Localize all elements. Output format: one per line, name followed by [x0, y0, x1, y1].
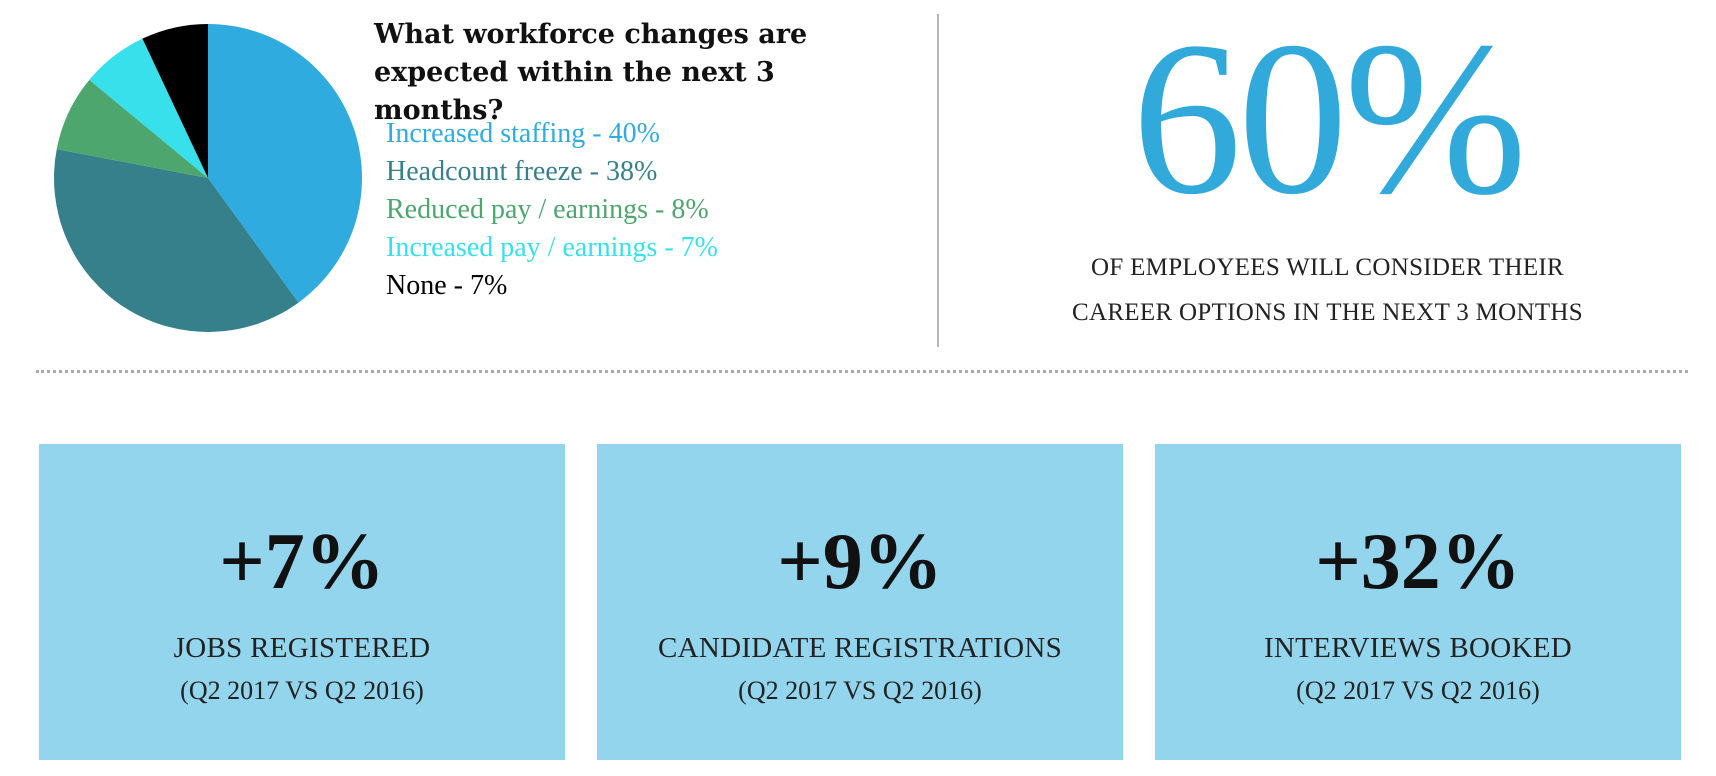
pie-chart	[53, 24, 362, 333]
vertical-divider	[937, 14, 939, 347]
legend-item-reduced-pay: Reduced pay / earnings - 8%	[386, 194, 709, 225]
stat-card-jobs-registered: +7% JOBS REGISTERED (Q2 2017 VS Q2 2016)	[39, 444, 565, 760]
legend-item-none: None - 7%	[386, 270, 508, 301]
card-value: +32%	[1315, 518, 1521, 606]
card-value: +9%	[777, 518, 943, 606]
headline-stat-caption: OF EMPLOYEES WILL CONSIDER THEIR CAREER …	[940, 245, 1715, 335]
card-label: INTERVIEWS BOOKED	[1263, 632, 1573, 664]
dotted-divider	[36, 370, 1688, 373]
card-period: (Q2 2017 VS Q2 2016)	[180, 676, 424, 705]
legend-item-increased-pay: Increased pay / earnings - 7%	[386, 232, 718, 263]
pie-slice-none	[142, 24, 208, 178]
card-value: +7%	[219, 518, 385, 606]
stat-card-interviews-booked: +32% INTERVIEWS BOOKED (Q2 2017 VS Q2 20…	[1155, 444, 1681, 760]
chart-question-title: What workforce changes are expected with…	[374, 19, 808, 126]
headline-stat-value: 60%	[1131, 0, 1527, 240]
card-period: (Q2 2017 VS Q2 2016)	[1296, 676, 1540, 705]
pie-slice-increased-staffing	[208, 24, 362, 303]
stat-card-candidate-registrations: +9% CANDIDATE REGISTRATIONS (Q2 2017 VS …	[597, 444, 1123, 760]
headline-caption-line2: CAREER OPTIONS IN THE NEXT 3 MONTHS	[1072, 299, 1583, 326]
headline-caption-line1: OF EMPLOYEES WILL CONSIDER THEIR	[1090, 254, 1565, 281]
legend-item-increased-staffing: Increased staffing - 40%	[386, 118, 660, 149]
pie-legend: Increased staffing - 40% Headcount freez…	[386, 115, 718, 305]
card-label: JOBS REGISTERED	[173, 632, 431, 664]
pie-slice-headcount-freeze	[53, 149, 299, 333]
pie-slice-increased-pay-earnings	[89, 38, 208, 178]
card-period: (Q2 2017 VS Q2 2016)	[738, 676, 982, 705]
pie-slice-reduced-pay-earnings	[56, 79, 208, 178]
card-label: CANDIDATE REGISTRATIONS	[657, 632, 1063, 664]
legend-item-headcount-freeze: Headcount freeze - 38%	[386, 156, 658, 187]
